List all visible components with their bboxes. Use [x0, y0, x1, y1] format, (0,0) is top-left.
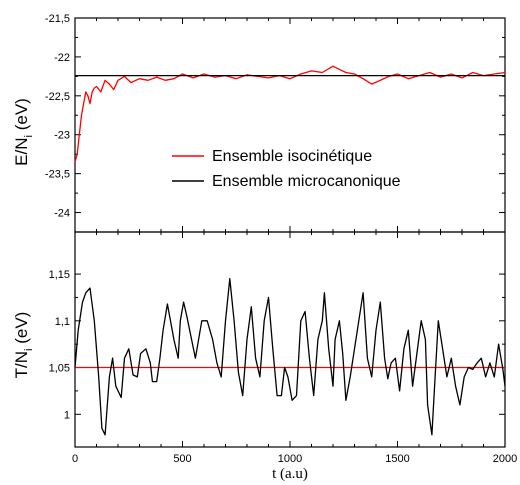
bottom-y-axis-label: T/Ni (eV) [12, 312, 35, 379]
bottom-panel: 1 1,05 1,1 1,15 0 500 1000 1500 2000 [49, 231, 517, 465]
legend-label-microcanonique: Ensemble microcanonique [212, 173, 401, 190]
top-y-tick-label: -22,5 [45, 91, 70, 103]
bottom-series-microcanonique-line [74, 278, 506, 436]
x-axis-label: t (a.u) [272, 466, 308, 482]
bottom-y-tick-label: 1,15 [49, 269, 70, 281]
top-y-tick-label: -24 [54, 208, 70, 220]
top-series-isocinetique-line [74, 65, 506, 163]
top-y-tick-label: -23,5 [45, 169, 70, 181]
bottom-y-tick-label: 1,1 [55, 316, 70, 328]
bottom-x-tick-label: 2000 [493, 453, 517, 465]
top-y-tick-label: -23 [54, 130, 70, 142]
bottom-y-tick-label: 1 [64, 409, 70, 421]
top-y-axis-label: E/Ni (eV) [12, 98, 35, 166]
legend: Ensemble isocinétique Ensemble microcano… [172, 148, 401, 190]
bottom-plot-frame [74, 231, 506, 448]
legend-label-isocinetique: Ensemble isocinétique [212, 148, 372, 165]
top-y-tick-label: -21,5 [45, 13, 70, 25]
bottom-x-tick-label: 1000 [278, 453, 302, 465]
bottom-y-tick-label: 1,05 [49, 363, 70, 375]
bottom-x-tick-label: 500 [173, 453, 191, 465]
top-plot-frame [74, 17, 506, 233]
bottom-x-tick-label: 0 [72, 453, 78, 465]
top-y-tick-label: -22 [54, 52, 70, 64]
bottom-x-tick-label: 1500 [385, 453, 409, 465]
top-panel: -21,5 -22 -22,5 -23 -23,5 -24 [45, 13, 506, 233]
